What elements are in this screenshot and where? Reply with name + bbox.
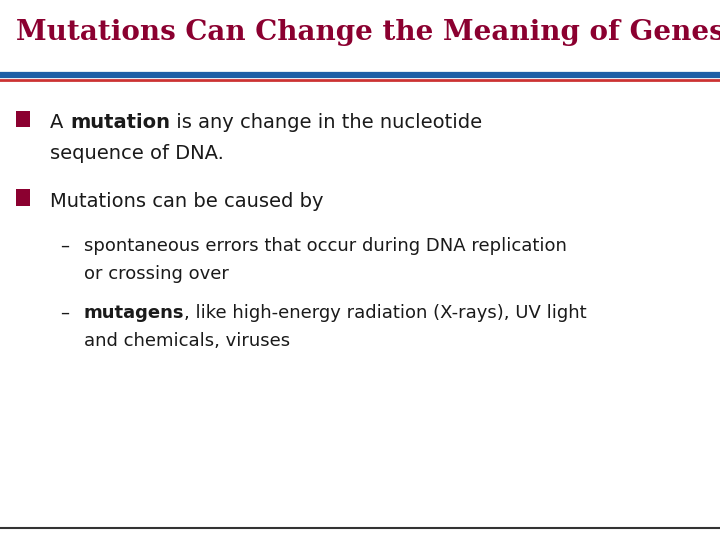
Text: –: – (60, 304, 69, 322)
Bar (16, 190, 30, 206)
Text: is any change in the nucleotide: is any change in the nucleotide (170, 113, 482, 132)
Text: and chemicals, viruses: and chemicals, viruses (84, 332, 289, 350)
Text: , like high-energy radiation (X-rays), UV light: , like high-energy radiation (X-rays), U… (184, 304, 587, 322)
Text: A: A (50, 113, 70, 132)
Text: Mutations Can Change the Meaning of Genes: Mutations Can Change the Meaning of Gene… (16, 19, 720, 46)
Text: mutation: mutation (70, 113, 170, 132)
Text: –: – (60, 237, 69, 255)
Text: or crossing over: or crossing over (84, 265, 228, 283)
Text: mutagens: mutagens (84, 304, 184, 322)
Text: sequence of DNA.: sequence of DNA. (50, 144, 224, 163)
Text: spontaneous errors that occur during DNA replication: spontaneous errors that occur during DNA… (84, 237, 567, 255)
Bar (16, 111, 30, 127)
Text: Mutations can be caused by: Mutations can be caused by (50, 192, 324, 211)
